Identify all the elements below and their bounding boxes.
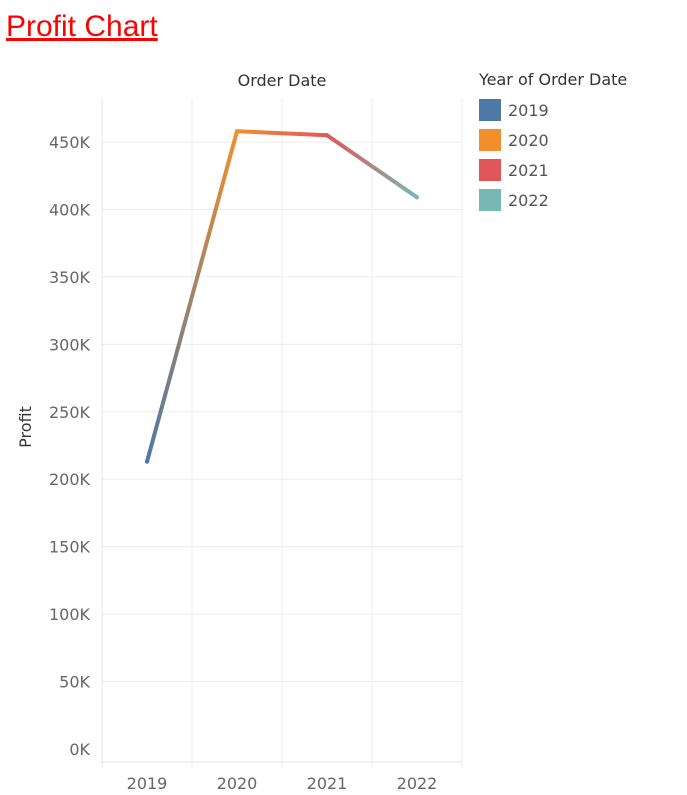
axes xyxy=(101,98,462,768)
y-tick-label: 150K xyxy=(49,538,91,557)
legend-item[interactable]: 2022 xyxy=(479,185,627,215)
x-tick-label: 2021 xyxy=(307,774,348,793)
legend-label: 2019 xyxy=(508,100,549,120)
legend-item[interactable]: 2021 xyxy=(479,155,627,185)
y-tick-label: 100K xyxy=(49,605,91,624)
legend-title: Year of Order Date xyxy=(479,70,628,89)
tick-labels: 0K 50K 100K 150K 200K 250K 300K 350K 400K 450K 201… xyxy=(49,133,437,793)
y-tick-label: 300K xyxy=(49,335,91,354)
legend-swatch xyxy=(479,159,501,181)
line-segment xyxy=(325,133,419,200)
y-tick-label: 50K xyxy=(59,673,90,692)
data-point[interactable] xyxy=(415,195,419,200)
legend-label: 2021 xyxy=(508,160,549,180)
y-tick-label: 250K xyxy=(49,403,91,422)
y-tick-label: 350K xyxy=(49,268,91,287)
data-point[interactable] xyxy=(235,129,239,134)
grid-lines xyxy=(102,98,463,768)
y-axis-title: Profit xyxy=(16,406,35,448)
y-tick-label: 200K xyxy=(49,470,91,489)
legend-item[interactable]: 2019 xyxy=(479,95,627,125)
y-tick-label: 450K xyxy=(49,133,91,152)
page-title: Profit Chart xyxy=(6,10,158,43)
legend: Year of Order Date 2019 2020 2021 2022 xyxy=(479,70,627,215)
data-point[interactable] xyxy=(325,133,329,138)
chart-title: Order Date xyxy=(238,71,327,90)
x-tick-label: 2020 xyxy=(217,774,258,793)
line-segment xyxy=(145,129,239,464)
legend-label: 2020 xyxy=(508,130,549,150)
data-point[interactable] xyxy=(145,459,149,464)
legend-item[interactable]: 2020 xyxy=(479,125,627,155)
y-tick-label: 0K xyxy=(69,740,90,759)
legend-swatch xyxy=(479,129,501,151)
legend-swatch xyxy=(479,99,501,121)
y-tick-label: 400K xyxy=(49,200,91,219)
line-segment xyxy=(235,129,329,138)
legend-label: 2022 xyxy=(508,190,549,210)
x-tick-label: 2019 xyxy=(127,774,168,793)
legend-swatch xyxy=(479,189,501,211)
x-tick-label: 2022 xyxy=(397,774,438,793)
series-line xyxy=(145,129,419,464)
